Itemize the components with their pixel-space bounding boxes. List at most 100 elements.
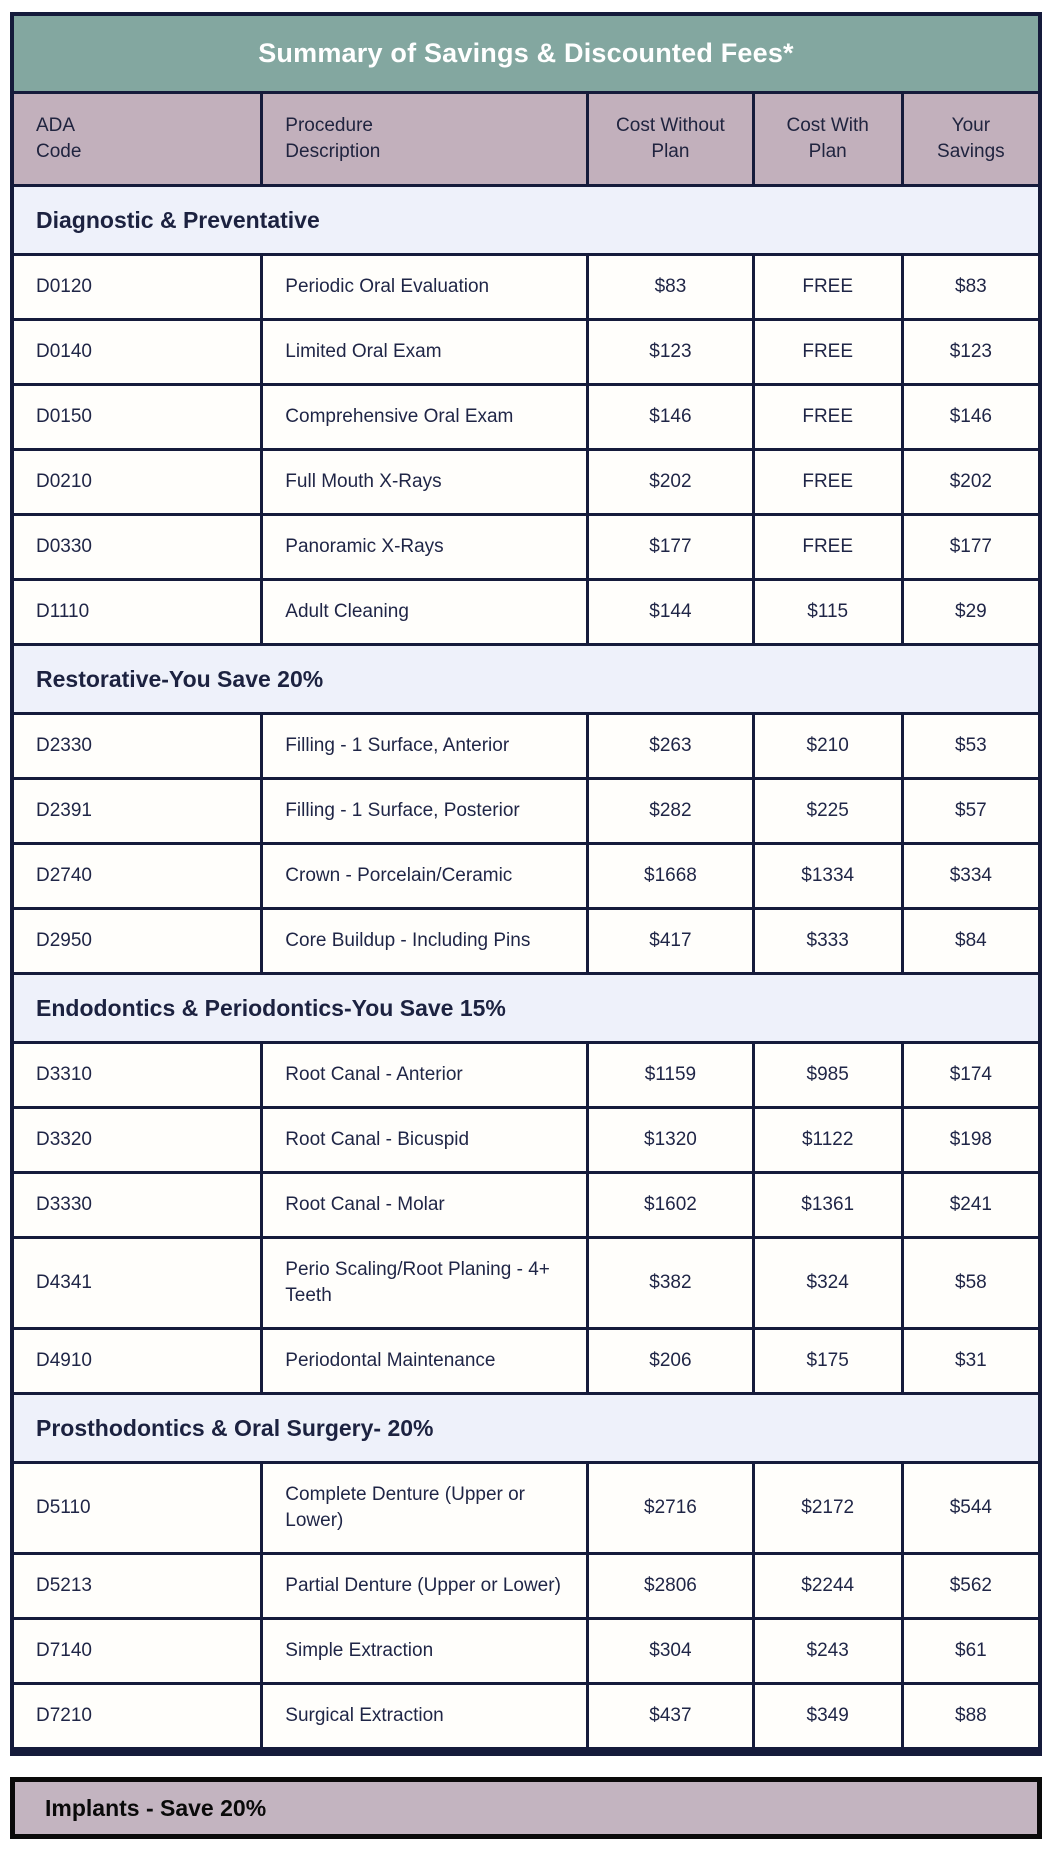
savings-cell: $123 bbox=[900, 318, 1042, 386]
ada-code-cell: D3310 bbox=[10, 1041, 264, 1109]
ada-code-cell: D4341 bbox=[10, 1236, 264, 1330]
savings-cell: $31 bbox=[900, 1327, 1042, 1395]
table-row: D0120 Periodic Oral Evaluation $83 FREE $83 bbox=[10, 253, 1042, 321]
table-row: D3330 Root Canal - Molar $1602 $1361 $241 bbox=[10, 1171, 1042, 1239]
ada-code-cell: D2330 bbox=[10, 712, 264, 780]
procedure-cell: Comprehensive Oral Exam bbox=[260, 383, 590, 451]
cost-with-cell: $115 bbox=[751, 578, 904, 646]
procedure-cell: Limited Oral Exam bbox=[260, 318, 590, 386]
ada-code-cell: D0330 bbox=[10, 513, 264, 581]
cost-without-cell: $1668 bbox=[586, 842, 755, 910]
procedure-cell: Root Canal - Anterior bbox=[260, 1041, 590, 1109]
cost-without-cell: $1159 bbox=[586, 1041, 755, 1109]
procedure-cell: Adult Cleaning bbox=[260, 578, 590, 646]
savings-cell: $241 bbox=[900, 1171, 1042, 1239]
cost-without-cell: $2716 bbox=[586, 1461, 755, 1555]
cost-without-cell: $1320 bbox=[586, 1106, 755, 1174]
savings-cell: $58 bbox=[900, 1236, 1042, 1330]
ada-code-cell: D3330 bbox=[10, 1171, 264, 1239]
procedure-cell: Complete Denture (Upper or Lower) bbox=[260, 1461, 590, 1555]
cost-with-cell: $985 bbox=[751, 1041, 904, 1109]
table-row: D5110 Complete Denture (Upper or Lower) $2… bbox=[10, 1461, 1042, 1555]
cost-with-cell: FREE bbox=[751, 253, 904, 321]
savings-cell: $177 bbox=[900, 513, 1042, 581]
table-row: D0140 Limited Oral Exam $123 FREE $123 bbox=[10, 318, 1042, 386]
procedure-cell: Filling - 1 Surface, Anterior bbox=[260, 712, 590, 780]
savings-cell: $334 bbox=[900, 842, 1042, 910]
cost-with-cell: $324 bbox=[751, 1236, 904, 1330]
cost-without-cell: $2806 bbox=[586, 1552, 755, 1620]
ada-code-cell: D7140 bbox=[10, 1617, 264, 1685]
cost-with-cell: $1334 bbox=[751, 842, 904, 910]
cost-with-cell: FREE bbox=[751, 318, 904, 386]
table-row: D0150 Comprehensive Oral Exam $146 FREE $146 bbox=[10, 383, 1042, 451]
cost-with-cell: $349 bbox=[751, 1682, 904, 1753]
ada-code-cell: D5213 bbox=[10, 1552, 264, 1620]
savings-cell: $202 bbox=[900, 448, 1042, 516]
procedure-cell: Periodic Oral Evaluation bbox=[260, 253, 590, 321]
savings-cell: $88 bbox=[900, 1682, 1042, 1753]
ada-code-cell: D4910 bbox=[10, 1327, 264, 1395]
section-header: Prosthodontics & Oral Surgery- 20% bbox=[10, 1392, 1042, 1464]
procedure-cell: Root Canal - Molar bbox=[260, 1171, 590, 1239]
table-row: D2330 Filling - 1 Surface, Anterior $263 $2… bbox=[10, 712, 1042, 780]
cost-with-cell: $225 bbox=[751, 777, 904, 845]
savings-cell: $29 bbox=[900, 578, 1042, 646]
table-row: D2391 Filling - 1 Surface, Posterior $282 $… bbox=[10, 777, 1042, 845]
savings-cell: $562 bbox=[900, 1552, 1042, 1620]
section-header-row: Prosthodontics & Oral Surgery- 20% bbox=[10, 1392, 1042, 1464]
cost-with-cell: $243 bbox=[751, 1617, 904, 1685]
ada-code-cell: D2950 bbox=[10, 907, 264, 975]
cost-without-cell: $144 bbox=[586, 578, 755, 646]
cost-without-cell: $417 bbox=[586, 907, 755, 975]
cost-with-cell: $2244 bbox=[751, 1552, 904, 1620]
column-header-your-savings: Your Savings bbox=[900, 91, 1042, 187]
procedure-cell: Filling - 1 Surface, Posterior bbox=[260, 777, 590, 845]
ada-code-cell: D5110 bbox=[10, 1461, 264, 1555]
savings-cell: $57 bbox=[900, 777, 1042, 845]
cost-without-cell: $202 bbox=[586, 448, 755, 516]
column-header-cost-without-plan: Cost Without Plan bbox=[586, 91, 755, 187]
ada-code-cell: D0140 bbox=[10, 318, 264, 386]
ada-code-cell: D3320 bbox=[10, 1106, 264, 1174]
cost-without-cell: $282 bbox=[586, 777, 755, 845]
cost-without-cell: $177 bbox=[586, 513, 755, 581]
table-row: D0210 Full Mouth X-Rays $202 FREE $202 bbox=[10, 448, 1042, 516]
table-row: D7140 Simple Extraction $304 $243 $61 bbox=[10, 1617, 1042, 1685]
cost-without-cell: $146 bbox=[586, 383, 755, 451]
section-header: Endodontics & Periodontics-You Save 15% bbox=[10, 972, 1042, 1044]
procedure-cell: Perio Scaling/Root Planing - 4+ Teeth bbox=[260, 1236, 590, 1330]
cost-with-cell: $1122 bbox=[751, 1106, 904, 1174]
table-row: D3320 Root Canal - Bicuspid $1320 $1122 $198 bbox=[10, 1106, 1042, 1174]
savings-fee-table: Summary of Savings & Discounted Fees* AD… bbox=[10, 12, 1042, 1756]
section-header: Restorative-You Save 20% bbox=[10, 643, 1042, 715]
cost-without-cell: $437 bbox=[586, 1682, 755, 1753]
savings-cell: $146 bbox=[900, 383, 1042, 451]
cost-with-cell: $175 bbox=[751, 1327, 904, 1395]
cost-without-cell: $304 bbox=[586, 1617, 755, 1685]
table-row: D5213 Partial Denture (Upper or Lower) $28… bbox=[10, 1552, 1042, 1620]
savings-cell: $61 bbox=[900, 1617, 1042, 1685]
savings-cell: $83 bbox=[900, 253, 1042, 321]
savings-cell: $174 bbox=[900, 1041, 1042, 1109]
cost-with-cell: $2172 bbox=[751, 1461, 904, 1555]
procedure-cell: Core Buildup - Including Pins bbox=[260, 907, 590, 975]
column-header-cost-with-plan: Cost With Plan bbox=[751, 91, 904, 187]
table-row: D3310 Root Canal - Anterior $1159 $985 $174 bbox=[10, 1041, 1042, 1109]
cost-without-cell: $263 bbox=[586, 712, 755, 780]
table-row: D2950 Core Buildup - Including Pins $417 $3… bbox=[10, 907, 1042, 975]
table-row: D0330 Panoramic X-Rays $177 FREE $177 bbox=[10, 513, 1042, 581]
savings-cell: $84 bbox=[900, 907, 1042, 975]
cost-without-cell: $1602 bbox=[586, 1171, 755, 1239]
procedure-cell: Surgical Extraction bbox=[260, 1682, 590, 1753]
section-header-row: Diagnostic & Preventative bbox=[10, 184, 1042, 256]
cost-without-cell: $206 bbox=[586, 1327, 755, 1395]
procedure-cell: Periodontal Maintenance bbox=[260, 1327, 590, 1395]
ada-code-cell: D0120 bbox=[10, 253, 264, 321]
section-header-row: Restorative-You Save 20% bbox=[10, 643, 1042, 715]
cost-with-cell: FREE bbox=[751, 383, 904, 451]
table-title: Summary of Savings & Discounted Fees* bbox=[10, 12, 1042, 94]
procedure-cell: Crown - Porcelain/Ceramic bbox=[260, 842, 590, 910]
ada-code-cell: D2391 bbox=[10, 777, 264, 845]
